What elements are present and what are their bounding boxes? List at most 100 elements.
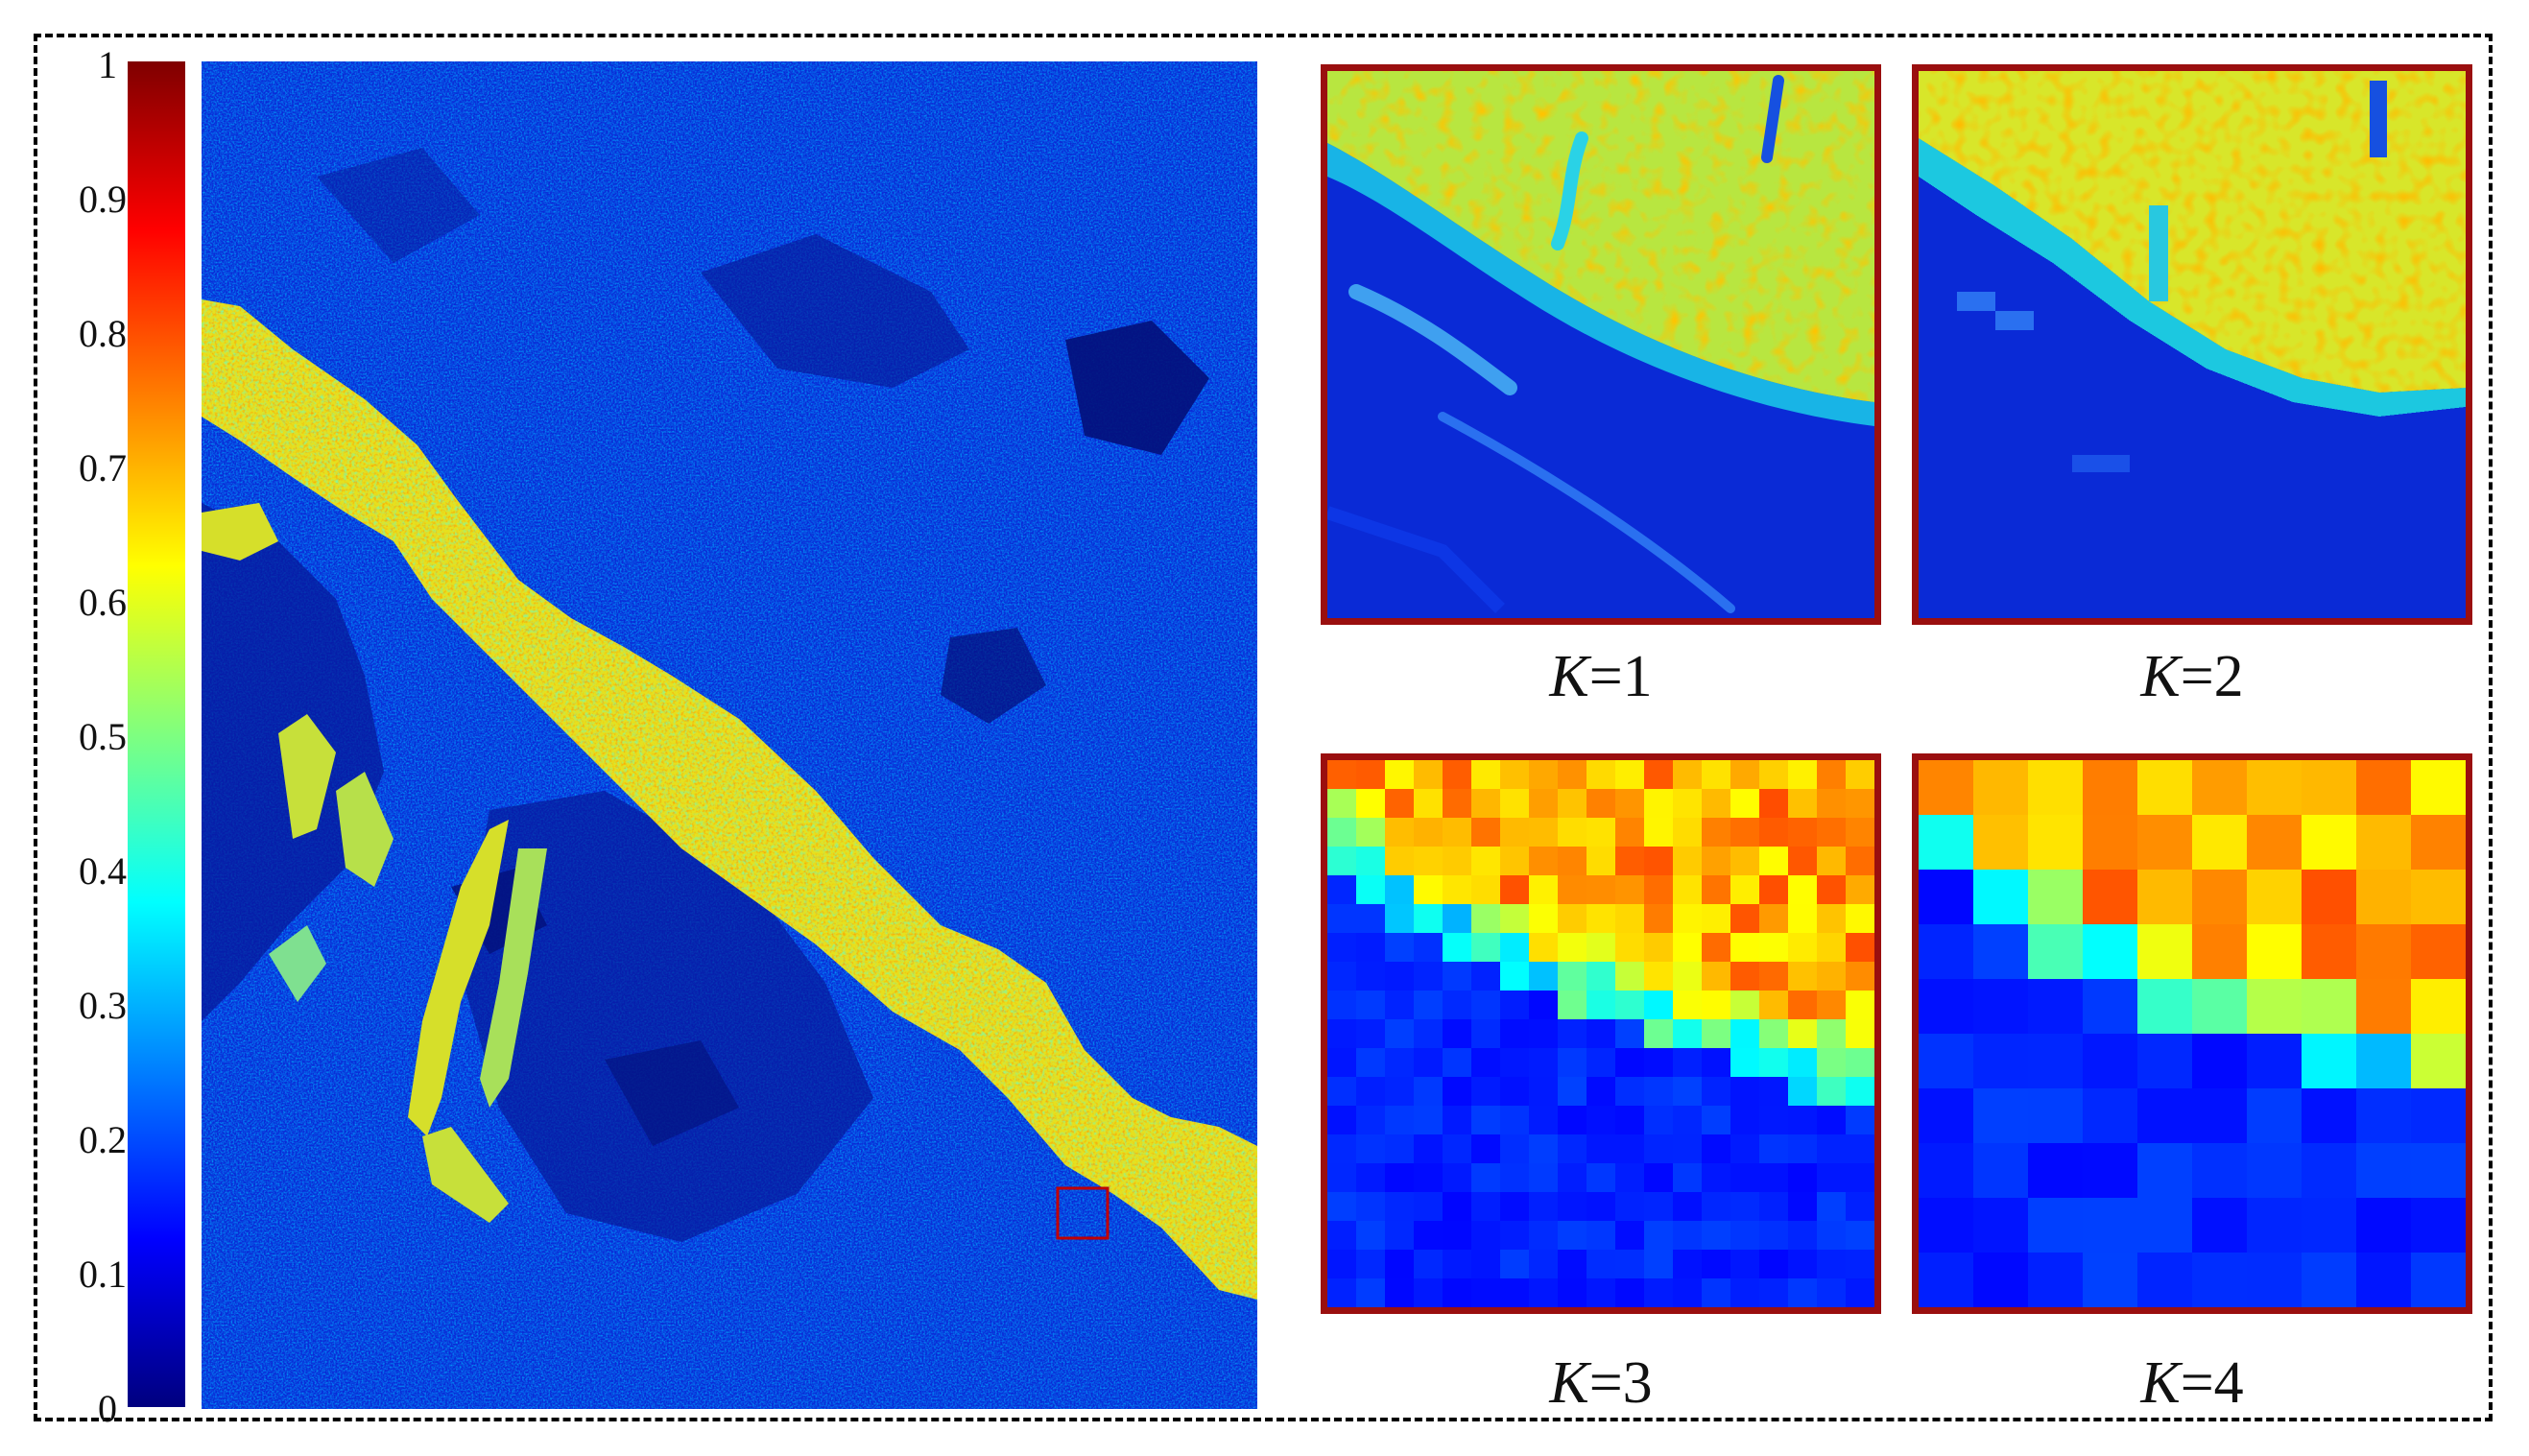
pixel-block bbox=[1730, 904, 1760, 934]
pixel-block bbox=[1327, 1048, 1357, 1078]
pixel-block bbox=[1500, 847, 1530, 876]
pixel-block bbox=[1385, 1163, 1415, 1193]
pixel-block bbox=[1817, 760, 1847, 790]
pixel-block bbox=[1788, 1077, 1818, 1107]
pixel-block bbox=[1529, 1278, 1559, 1307]
pixel-block bbox=[1788, 875, 1818, 905]
colorbar-tick: 0.3 bbox=[79, 984, 127, 1027]
pixel-block bbox=[1788, 1278, 1818, 1307]
pixel-block bbox=[1788, 1134, 1818, 1164]
pixel-block bbox=[1500, 875, 1530, 905]
pixel-block bbox=[1919, 1143, 1974, 1199]
pixel-block bbox=[1414, 1048, 1443, 1078]
pixel-block bbox=[1443, 760, 1472, 790]
pixel-block bbox=[1356, 1106, 1386, 1135]
pixel-block bbox=[1327, 789, 1357, 819]
pixel-block bbox=[1702, 933, 1731, 963]
pixel-block bbox=[1730, 818, 1760, 847]
pixel-block bbox=[2302, 870, 2357, 925]
pixel-block bbox=[1471, 1163, 1501, 1193]
pixel-block bbox=[1500, 1278, 1530, 1307]
colorbar-tick: 0.7 bbox=[79, 446, 127, 489]
pixel-block bbox=[1500, 818, 1530, 847]
pixel-block bbox=[1356, 1048, 1386, 1078]
pixel-block bbox=[1673, 1221, 1703, 1251]
pixel-block bbox=[1817, 962, 1847, 991]
pixel-block bbox=[1702, 1278, 1731, 1307]
pixel-block bbox=[2356, 870, 2412, 925]
pixel-block bbox=[1673, 933, 1703, 963]
pixel-block bbox=[2137, 1088, 2193, 1144]
pixel-block bbox=[1327, 1278, 1357, 1307]
colorbar-tick: 0 bbox=[98, 1387, 117, 1430]
pixel-block bbox=[1759, 1048, 1789, 1078]
pixel-block bbox=[1327, 818, 1357, 847]
pixel-block bbox=[1730, 789, 1760, 819]
pixel-block bbox=[1788, 1250, 1818, 1279]
pixel-block bbox=[1327, 847, 1357, 876]
pixel-block bbox=[1702, 760, 1731, 790]
pixel-block bbox=[1500, 1221, 1530, 1251]
pixel-block bbox=[2411, 924, 2466, 980]
pixel-block bbox=[1443, 818, 1472, 847]
pixel-block bbox=[1356, 962, 1386, 991]
pixel-block bbox=[1644, 1163, 1674, 1193]
pixel-block bbox=[1759, 1134, 1789, 1164]
pixel-block bbox=[1443, 1019, 1472, 1049]
pixel-block bbox=[1558, 818, 1587, 847]
pixel-block bbox=[1327, 1221, 1357, 1251]
pixel-block bbox=[1587, 760, 1616, 790]
pixel-block bbox=[1788, 1048, 1818, 1078]
pixel-block bbox=[1385, 1221, 1415, 1251]
pixel-block bbox=[1558, 991, 1587, 1020]
pixel-block bbox=[2028, 1088, 2084, 1144]
pixel-block bbox=[1529, 818, 1559, 847]
pixel-block bbox=[2302, 1253, 2357, 1307]
pixel-block bbox=[2028, 1034, 2084, 1089]
pixel-block bbox=[1587, 1134, 1616, 1164]
pixel-block bbox=[1471, 1250, 1501, 1279]
pixel-block bbox=[1846, 1106, 1874, 1135]
pixel-block bbox=[1500, 1106, 1530, 1135]
pixel-block bbox=[1644, 991, 1674, 1020]
pixel-block bbox=[1846, 847, 1874, 876]
pixel-block bbox=[1587, 1019, 1616, 1049]
pixel-block bbox=[1615, 760, 1645, 790]
pixel-block bbox=[2137, 979, 2193, 1035]
pixel-block bbox=[1973, 979, 2029, 1035]
pixel-block bbox=[1817, 1192, 1847, 1222]
pixel-block bbox=[1817, 847, 1847, 876]
pixel-block bbox=[1500, 1250, 1530, 1279]
pixel-block bbox=[1615, 789, 1645, 819]
pixel-block bbox=[1673, 1077, 1703, 1107]
pixel-block bbox=[2411, 1088, 2466, 1144]
pixel-block bbox=[1615, 933, 1645, 963]
pixel-block bbox=[1471, 1278, 1501, 1307]
pixel-block bbox=[1615, 1134, 1645, 1164]
pixel-block bbox=[1558, 962, 1587, 991]
pixel-block bbox=[1759, 789, 1789, 819]
pixel-block bbox=[1414, 1278, 1443, 1307]
pixel-block bbox=[1702, 1134, 1731, 1164]
pixel-block bbox=[2028, 924, 2084, 980]
pixel-block bbox=[1644, 904, 1674, 934]
pixel-block bbox=[2083, 1088, 2138, 1144]
pixel-block bbox=[1788, 789, 1818, 819]
pixel-block bbox=[1846, 904, 1874, 934]
pixel-block bbox=[1356, 1278, 1386, 1307]
pixel-block bbox=[1587, 1077, 1616, 1107]
pixel-block bbox=[1759, 904, 1789, 934]
pixel-block bbox=[1529, 1250, 1559, 1279]
pixel-block bbox=[2192, 760, 2248, 816]
pixel-block bbox=[2137, 815, 2193, 871]
pixel-block bbox=[1615, 1048, 1645, 1078]
pixel-block bbox=[1500, 904, 1530, 934]
pixel-block bbox=[2411, 1143, 2466, 1199]
pixel-block bbox=[1529, 991, 1559, 1020]
pixel-block bbox=[2192, 1253, 2248, 1307]
pixel-block bbox=[1644, 1134, 1674, 1164]
pixel-block bbox=[1702, 1221, 1731, 1251]
pixel-block bbox=[1471, 1048, 1501, 1078]
pixel-block bbox=[1673, 1250, 1703, 1279]
pixel-block bbox=[1973, 1143, 2029, 1199]
